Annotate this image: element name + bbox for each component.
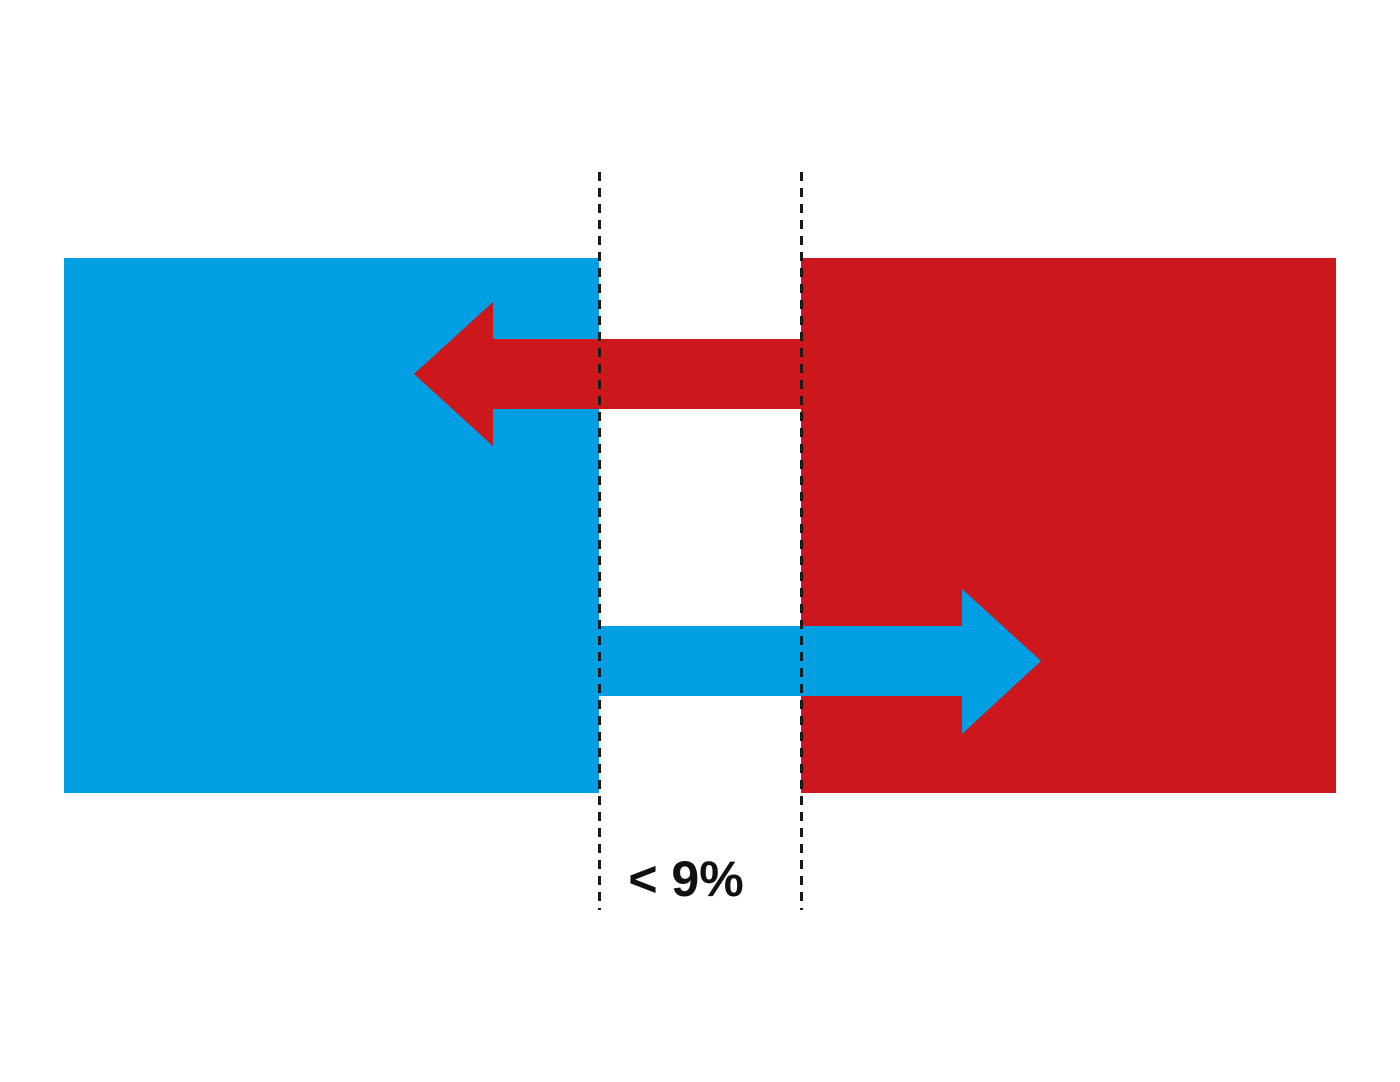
red-arrow-left	[414, 302, 801, 446]
right-red-block	[801, 258, 1336, 793]
left-blue-block	[64, 258, 599, 793]
gap-percentage-label: < 9%	[628, 851, 743, 907]
blue-arrow-right	[599, 589, 1041, 734]
